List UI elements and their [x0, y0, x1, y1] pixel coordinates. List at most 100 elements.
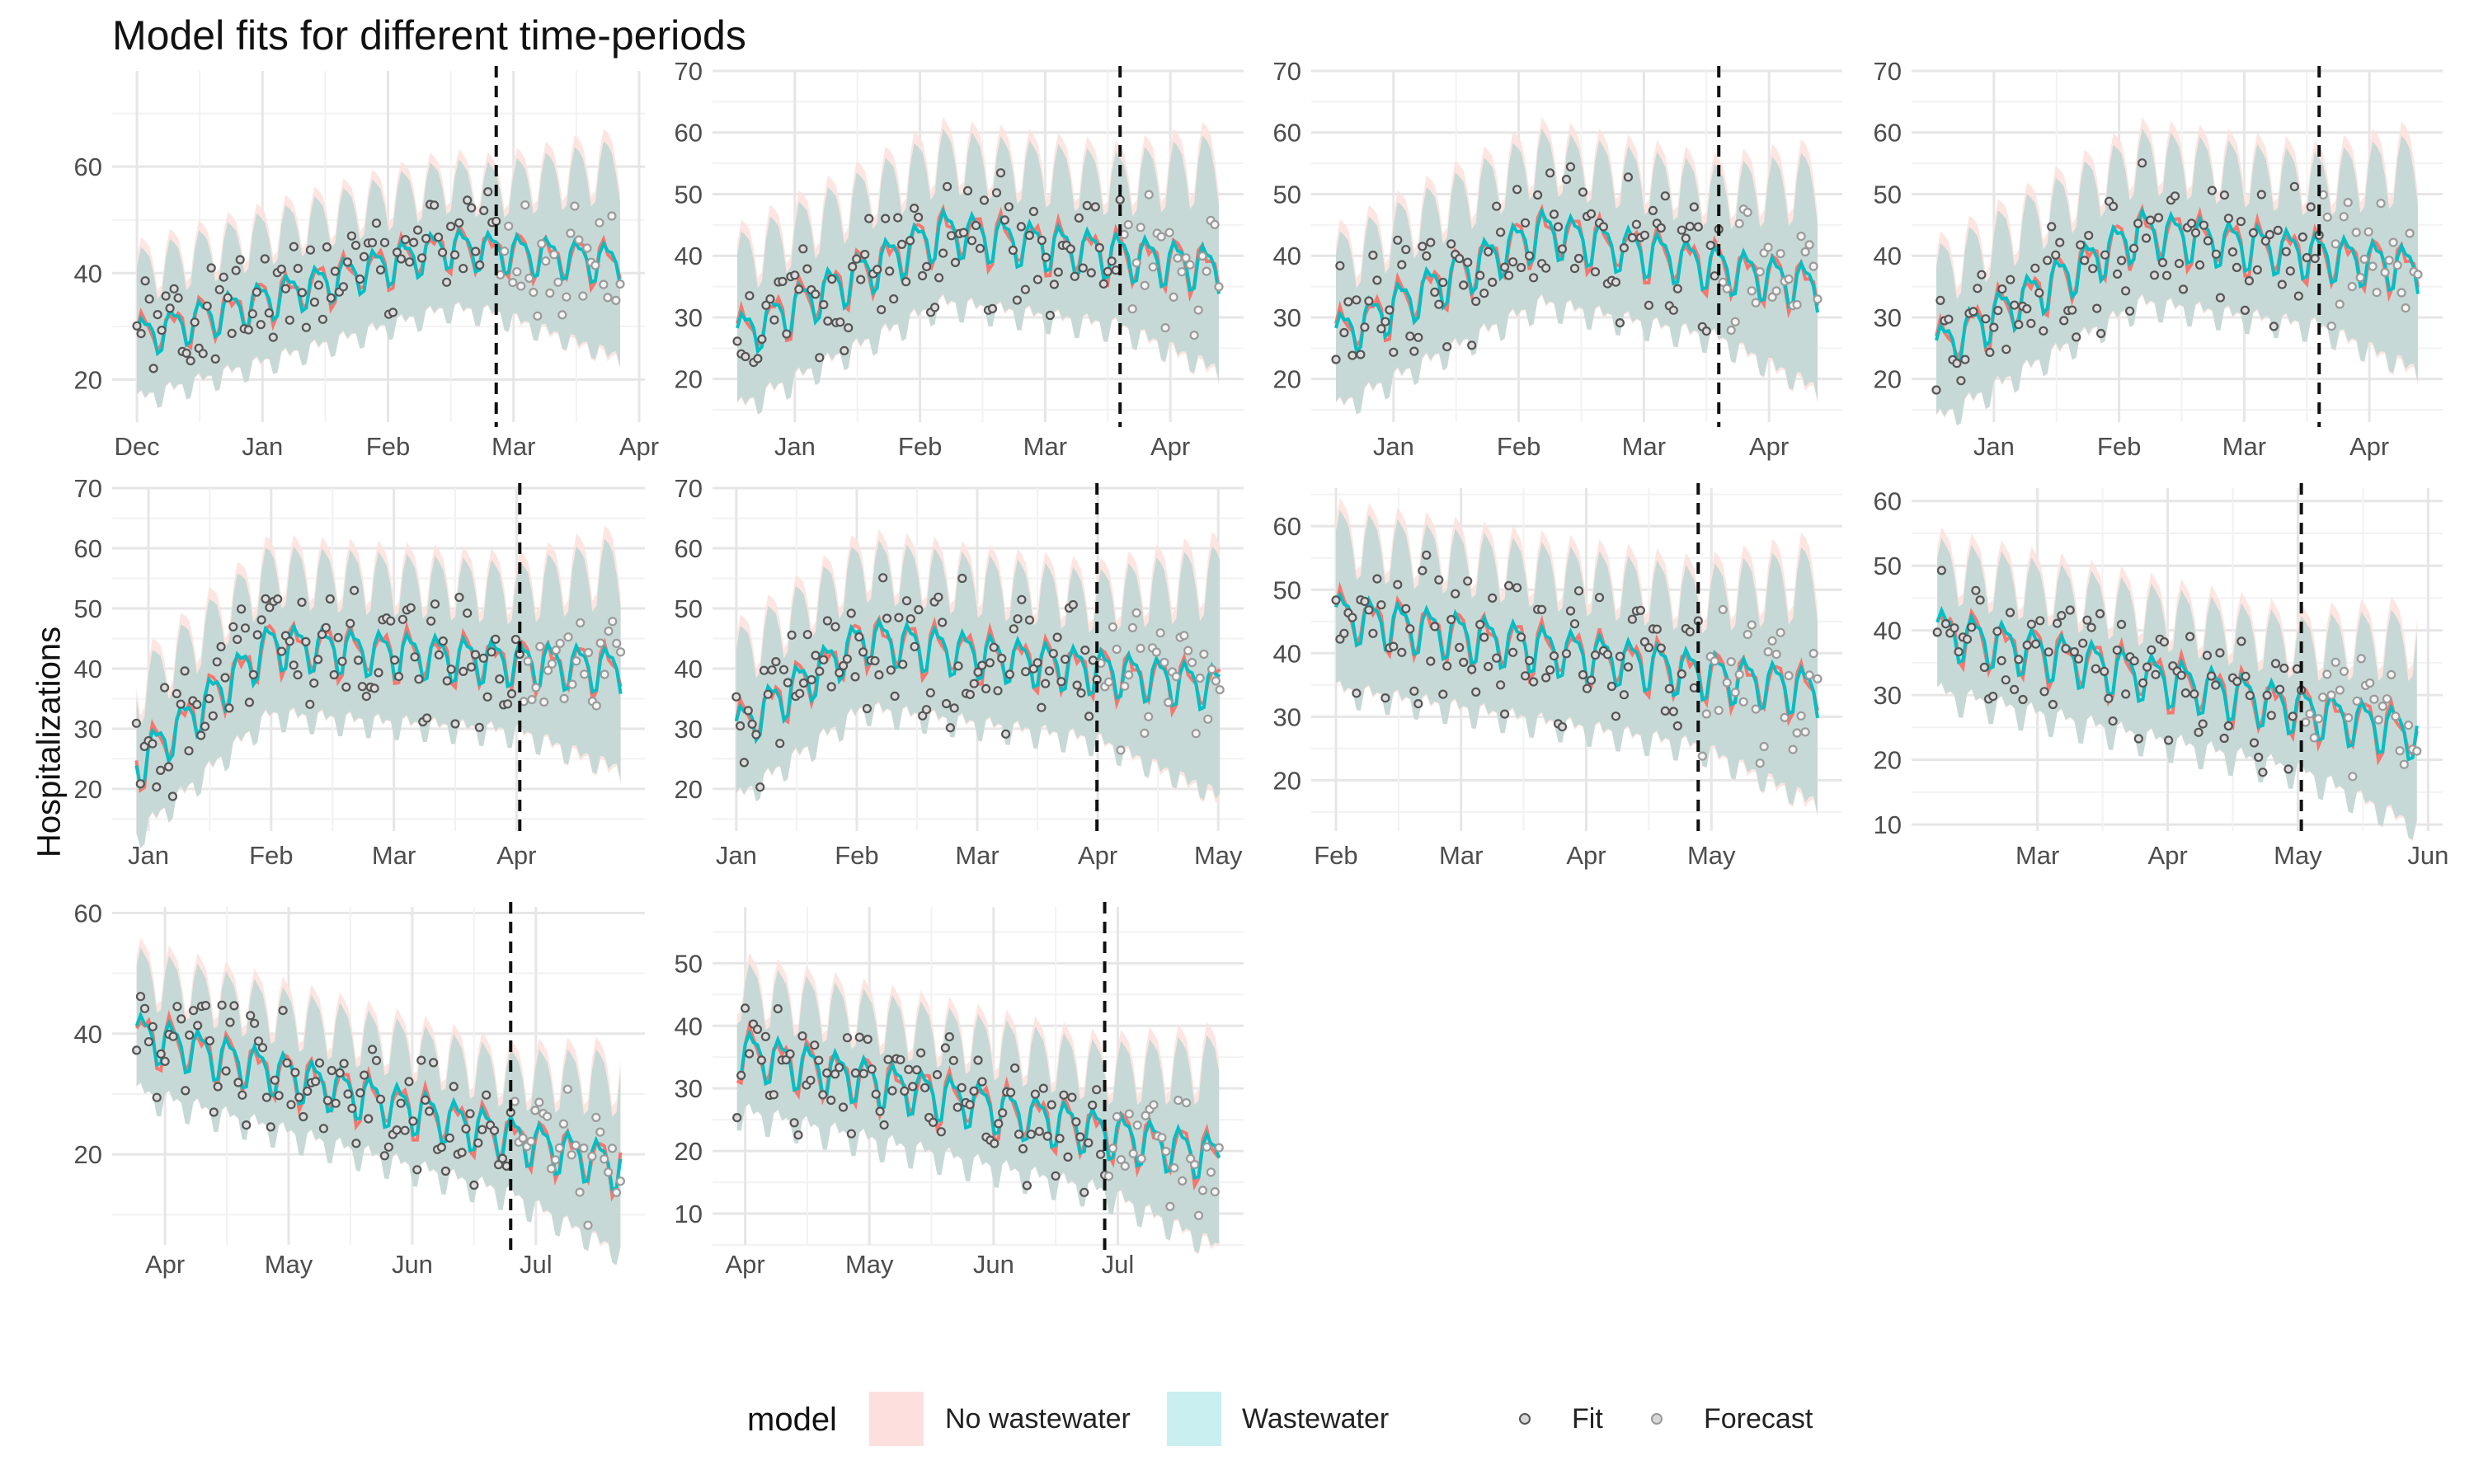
forecast-point: [591, 701, 601, 711]
fit-point: [883, 1054, 893, 1064]
fit-point: [914, 604, 924, 615]
fit-point: [471, 247, 481, 256]
fit-point: [1936, 566, 1946, 575]
fit-point: [1088, 1100, 1098, 1111]
forecast-point: [2313, 714, 2323, 724]
forecast-point: [1701, 709, 1711, 719]
fit-point: [2005, 608, 2015, 618]
fit-point: [169, 284, 179, 294]
forecast-point: [1149, 1100, 1159, 1110]
fit-point: [999, 215, 1010, 225]
fit-point: [835, 668, 844, 678]
legend-label-no-wastewater: No wastewater: [945, 1403, 1131, 1435]
fit-point: [2266, 711, 2276, 721]
forecast-point: [2399, 759, 2409, 769]
fit-point: [1582, 683, 1592, 693]
fit-point: [189, 1006, 199, 1016]
fit-point: [454, 592, 464, 603]
forecast-point: [1759, 741, 1769, 752]
forecast-point: [1214, 1143, 1224, 1153]
y-tick-label: 20: [675, 365, 703, 394]
fit-point: [1619, 690, 1630, 700]
fit-point: [1660, 191, 1670, 201]
y-tick-label: 30: [1273, 303, 1301, 332]
forecast-point: [1179, 631, 1189, 641]
fit-point: [1038, 1083, 1048, 1093]
fit-point: [815, 353, 825, 363]
fit-point: [1664, 683, 1674, 693]
x-tick-label: Apr: [1078, 841, 1117, 870]
forecast-point: [2348, 772, 2358, 782]
fit-point: [2157, 257, 2168, 268]
forecast-point: [539, 697, 549, 707]
fit-point: [1677, 225, 1686, 235]
fit-point: [1545, 168, 1555, 178]
fit-point: [2095, 608, 2105, 619]
fit-point: [326, 293, 336, 303]
forecast-point: [2301, 717, 2311, 727]
fit-point: [489, 1125, 500, 1135]
forecast-point: [1767, 636, 1777, 646]
fit-point: [139, 1003, 150, 1013]
forecast-point: [1804, 240, 1814, 250]
fit-point: [1463, 257, 1473, 267]
fit-point: [2219, 733, 2229, 744]
forecast-point: [611, 295, 621, 305]
fit-point: [2245, 690, 2255, 701]
fit-point: [1364, 605, 1374, 615]
forecast-point: [2372, 288, 2382, 298]
fit-point: [1082, 200, 1092, 210]
forecast-point: [611, 1187, 622, 1198]
band-wastewater: [137, 141, 620, 408]
fit-point: [221, 1066, 231, 1076]
fit-point: [965, 1100, 975, 1110]
forecast-point: [578, 291, 588, 301]
fit-point: [278, 1005, 288, 1016]
forecast-point: [555, 638, 565, 648]
fit-point: [1940, 619, 1951, 629]
fit-point: [285, 315, 294, 325]
forecast-point: [2318, 693, 2328, 702]
fit-point: [1005, 1087, 1016, 1097]
forecast-point: [615, 1176, 626, 1186]
y-tick-label: 40: [675, 655, 703, 683]
fit-point: [2142, 233, 2152, 243]
forecast-point: [2403, 720, 2414, 730]
fit-point: [386, 616, 396, 626]
fit-point: [1689, 202, 1699, 212]
forecast-point: [1161, 1146, 1171, 1157]
fit-point: [2223, 214, 2233, 223]
forecast-point: [1191, 729, 1201, 739]
forecast-point: [1718, 604, 1728, 615]
forecast-point: [1141, 1111, 1150, 1120]
fit-point: [1681, 233, 1691, 243]
forecast-point: [1808, 261, 1818, 271]
fit-point: [305, 699, 315, 709]
fit-point: [1044, 666, 1055, 676]
forecast-point: [575, 1187, 585, 1197]
forecast-point: [2369, 694, 2379, 704]
fit-point: [928, 1117, 938, 1128]
fit-point: [2202, 650, 2212, 660]
fit-point: [422, 713, 432, 723]
fit-point: [1072, 680, 1082, 690]
forecast-point: [1178, 1176, 1188, 1186]
fit-point: [1360, 596, 1370, 607]
fit-point: [854, 1032, 864, 1042]
fit-point: [2260, 236, 2270, 246]
fit-point: [1635, 605, 1646, 616]
y-tick-label: 50: [675, 180, 703, 209]
fit-point: [938, 248, 948, 258]
fit-point: [2053, 618, 2062, 628]
fit-point: [2048, 699, 2058, 710]
fit-point: [289, 660, 299, 670]
fit-point: [1103, 266, 1112, 276]
forecast-point: [1108, 1144, 1118, 1153]
fit-point: [1467, 340, 1477, 350]
fit-point: [1451, 589, 1460, 599]
fit-point: [793, 1130, 803, 1140]
fit-point: [290, 1068, 300, 1078]
forecast-point: [2392, 261, 2402, 270]
forecast-point: [1177, 267, 1187, 277]
fit-point: [172, 1002, 182, 1012]
